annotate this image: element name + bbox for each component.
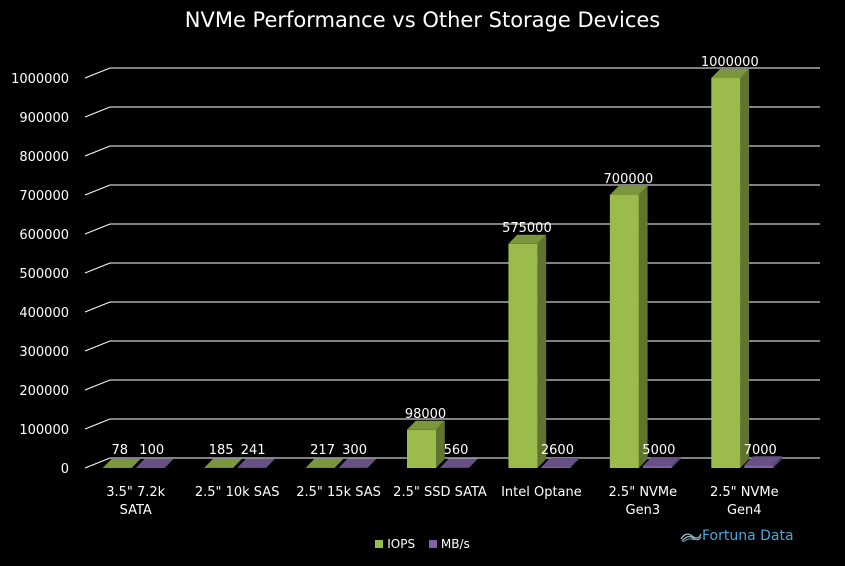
bar-top-mbs bbox=[642, 457, 681, 467]
data-label-mbs: 5000 bbox=[642, 443, 675, 458]
gridline bbox=[84, 262, 820, 274]
data-label-mbs: 560 bbox=[444, 443, 469, 458]
y-tick-label: 500000 bbox=[19, 267, 69, 282]
bar-side-mbs bbox=[367, 458, 377, 468]
data-label-iops: 575000 bbox=[502, 221, 552, 236]
grid-lines bbox=[84, 67, 820, 469]
data-label-iops: 98000 bbox=[405, 407, 446, 422]
gridline bbox=[84, 418, 820, 430]
bar-top-mbs bbox=[440, 458, 478, 468]
bar-side-iops bbox=[638, 186, 648, 468]
bar-top-mbs bbox=[541, 457, 580, 467]
x-tick-label: Intel Optane bbox=[501, 485, 582, 500]
data-label-iops: 1000000 bbox=[701, 55, 759, 70]
gridline bbox=[84, 67, 820, 79]
legend-item-iops: IOPS bbox=[375, 537, 415, 551]
bar-iops bbox=[508, 243, 538, 468]
x-tick-label: 2.5" 10k SAS bbox=[195, 485, 280, 500]
bar-top-iops bbox=[102, 458, 141, 468]
legend-swatch-iops bbox=[375, 540, 384, 548]
bar-iops bbox=[609, 195, 639, 468]
bar-mbs bbox=[541, 466, 571, 468]
x-tick-label: 3.5" 7.2k SATA bbox=[106, 485, 165, 518]
y-tick-label: 900000 bbox=[19, 111, 69, 126]
gridline bbox=[84, 301, 820, 313]
bar-top-mbs bbox=[135, 458, 174, 468]
gridline bbox=[84, 145, 820, 157]
bar-side-mbs bbox=[469, 458, 478, 468]
brand-logo: Fortuna Data bbox=[680, 526, 830, 548]
bar-top-iops bbox=[407, 420, 445, 430]
bar-top-mbs bbox=[338, 458, 377, 468]
bar-mbs bbox=[642, 466, 672, 468]
bar-top-iops bbox=[204, 458, 242, 468]
gridline bbox=[84, 379, 820, 391]
data-label-iops: 700000 bbox=[604, 172, 654, 187]
data-labels: 78 100 185 241 217 300 98000 560 575000 2600 70000… bbox=[111, 55, 776, 458]
bar-side-iops bbox=[537, 234, 547, 468]
bar-side-mbs bbox=[266, 458, 275, 468]
bar-side-iops bbox=[740, 69, 750, 468]
legend-label-iops: IOPS bbox=[387, 537, 416, 551]
bar-top-iops bbox=[305, 458, 344, 468]
x-tick-label: 2.5" 15k SAS bbox=[296, 485, 381, 500]
y-tick-label: 700000 bbox=[19, 189, 69, 204]
gridline bbox=[84, 184, 820, 196]
y-axis-ticks: 0 100000 200000 300000 400000 500000 600000 700… bbox=[11, 72, 69, 477]
x-tick-label: 2.5" NVMe Gen3 bbox=[609, 485, 678, 518]
legend: IOPS MB/s bbox=[0, 537, 845, 551]
data-label-iops: 185 bbox=[209, 443, 234, 458]
y-tick-label: 1000000 bbox=[11, 72, 69, 87]
data-label-mbs: 2600 bbox=[541, 443, 574, 458]
chart-title: NVMe Performance vs Other Storage Device… bbox=[184, 8, 661, 32]
bar-top-iops bbox=[711, 69, 750, 78]
bars bbox=[102, 69, 783, 468]
fortuna-swirl-icon bbox=[680, 533, 702, 543]
bar-side-mbs bbox=[164, 458, 174, 468]
data-label-iops: 78 bbox=[111, 443, 128, 458]
gridline bbox=[84, 457, 820, 469]
bar-side-iops bbox=[233, 458, 242, 468]
bar-side-iops bbox=[436, 420, 445, 468]
legend-item-mbs: MB/s bbox=[428, 537, 470, 551]
bar-side-iops bbox=[131, 458, 141, 468]
data-label-mbs: 241 bbox=[241, 443, 266, 458]
y-tick-label: 400000 bbox=[19, 306, 69, 321]
y-tick-label: 600000 bbox=[19, 228, 69, 243]
y-tick-label: 100000 bbox=[19, 423, 69, 438]
data-label-mbs: 100 bbox=[139, 443, 164, 458]
bar-iops bbox=[407, 429, 436, 468]
bar-side-mbs bbox=[570, 457, 580, 468]
bar-top-iops bbox=[609, 186, 648, 195]
gridline bbox=[84, 340, 820, 352]
gridline bbox=[84, 106, 820, 118]
bar-top-mbs bbox=[237, 458, 275, 468]
legend-label-mbs: MB/s bbox=[440, 537, 470, 551]
y-tick-label: 300000 bbox=[19, 345, 69, 360]
x-axis-ticks: 3.5" 7.2k SATA 2.5" 10k SAS 2.5" 15k SAS 2.5… bbox=[106, 485, 778, 518]
gridline bbox=[84, 223, 820, 235]
bar-top-iops bbox=[508, 234, 547, 244]
legend-swatch-mbs bbox=[428, 540, 437, 548]
bar-iops bbox=[711, 78, 741, 468]
bar-side-mbs bbox=[671, 457, 681, 468]
bar-side-iops bbox=[334, 458, 344, 468]
bar-mbs bbox=[744, 465, 774, 468]
bar-side-mbs bbox=[773, 456, 783, 468]
y-tick-label: 800000 bbox=[19, 150, 69, 165]
data-label-mbs: 300 bbox=[342, 443, 367, 458]
bar-top-mbs bbox=[744, 456, 783, 466]
brand-name: Fortuna Data bbox=[702, 528, 794, 544]
y-tick-label: 0 bbox=[61, 462, 69, 477]
x-tick-label: 2.5" SSD SATA bbox=[393, 485, 487, 500]
x-tick-label: 2.5" NVMe Gen4 bbox=[710, 485, 779, 518]
y-tick-label: 200000 bbox=[19, 384, 69, 399]
data-label-iops: 217 bbox=[310, 443, 335, 458]
data-label-mbs: 7000 bbox=[744, 443, 777, 458]
